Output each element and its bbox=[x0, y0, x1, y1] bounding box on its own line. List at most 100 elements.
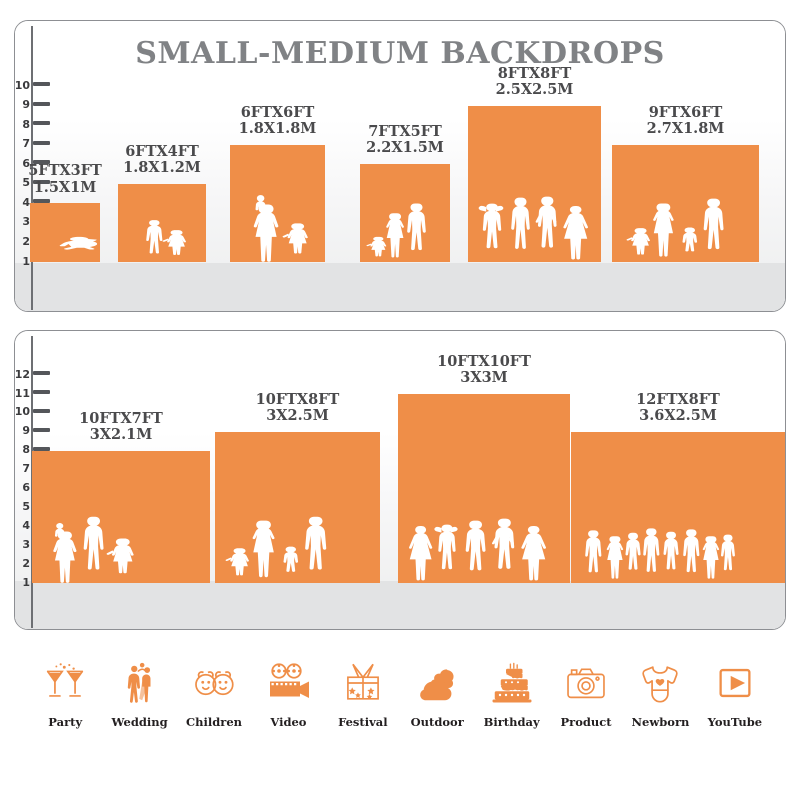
usage-item-wedding[interactable]: Wedding bbox=[102, 655, 176, 729]
usage-item-label: Newborn bbox=[631, 715, 690, 729]
y-tick-label: 8 bbox=[22, 443, 30, 457]
bar-label-10ftx7ft: 10FTX7FT 3X2.1M bbox=[2, 409, 240, 443]
y-tick-label: 9 bbox=[22, 98, 30, 112]
bar-label-imperial: 9FTX6FT bbox=[648, 103, 723, 121]
usage-item-label: Product bbox=[560, 715, 612, 729]
page-title: SMALL-MEDIUM BACKDROPS bbox=[135, 36, 665, 71]
usage-item-label: Birthday bbox=[483, 715, 540, 729]
bar-label-metric: 3X3M bbox=[460, 369, 508, 387]
bar-label-9ftx6ft: 9FTX6FT 2.7X1.8M bbox=[582, 103, 789, 137]
bar-label-metric: 1.8X1.8M bbox=[238, 119, 317, 137]
usage-item-label: Wedding bbox=[111, 715, 168, 729]
y-tick-label: 8 bbox=[22, 117, 30, 131]
people-silhouettes bbox=[32, 451, 210, 583]
people-silhouettes bbox=[468, 106, 601, 262]
people-silhouettes bbox=[398, 394, 570, 583]
usage-item-label: Video bbox=[270, 715, 307, 729]
people-silhouettes bbox=[360, 164, 450, 262]
usage-item-newborn[interactable]: Newborn bbox=[623, 655, 697, 729]
usage-item-video[interactable]: Video bbox=[251, 655, 325, 729]
bar-label-metric: 2.5X2.5M bbox=[495, 80, 574, 98]
y-tick-label: 11 bbox=[14, 386, 30, 400]
usage-item-party[interactable]: Party bbox=[28, 655, 102, 729]
camera-icon bbox=[558, 655, 614, 711]
play-button-icon bbox=[707, 655, 763, 711]
y-tick-mark bbox=[33, 121, 50, 126]
bar-label-metric: 3X2.1M bbox=[89, 425, 153, 443]
y-tick-label: 4 bbox=[22, 195, 30, 209]
y-tick-label: 7 bbox=[22, 462, 30, 476]
y-tick-mark bbox=[33, 140, 50, 145]
bar-7ftx5ft bbox=[360, 164, 450, 262]
y-tick-mark bbox=[33, 179, 50, 184]
y-tick-label: 6 bbox=[22, 481, 30, 494]
bar-label-imperial: 6FTX4FT bbox=[125, 142, 199, 160]
bar-10ftx8ft bbox=[215, 431, 380, 583]
y-tick-label: 6 bbox=[22, 156, 30, 170]
bar-label-metric: 2.7X1.8M bbox=[646, 119, 725, 137]
y-tick-mark bbox=[33, 427, 50, 432]
bar-6ftx6ft bbox=[230, 144, 325, 262]
wedding-couple-icon bbox=[112, 655, 168, 711]
usage-item-product[interactable]: Product bbox=[549, 655, 623, 729]
people-silhouettes bbox=[230, 145, 325, 262]
bar-label-8ftx8ft: 8FTX8FT 2.5X2.5M bbox=[438, 64, 631, 98]
usage-item-label: Festival bbox=[338, 715, 388, 729]
usage-item-label: YouTube bbox=[707, 715, 763, 729]
usage-item-outdoor[interactable]: Outdoor bbox=[400, 655, 474, 729]
bar-label-imperial: 7FTX5FT bbox=[368, 123, 442, 141]
y-tick-label: 1 bbox=[22, 575, 30, 589]
y-tick-mark bbox=[33, 82, 50, 87]
gift-box-icon bbox=[335, 655, 391, 711]
y-tick-label: 3 bbox=[22, 537, 30, 551]
y-tick-mark bbox=[33, 199, 50, 204]
bar-label-metric: 3X2.5M bbox=[266, 407, 329, 425]
usage-item-festival[interactable]: Festival bbox=[326, 655, 400, 729]
y-tick-label: 10 bbox=[14, 405, 30, 419]
bar-group-bottom: 10FTX7FT 3X2.1M 10FTX8FT 3X2.5M 10FTX10FT 3X3… bbox=[14, 330, 786, 630]
y-tick-label: 3 bbox=[22, 215, 30, 229]
y-tick-label: 2 bbox=[22, 234, 30, 248]
bar-label-imperial: 8FTX8FT bbox=[497, 64, 572, 82]
bar-label-metric: 2.2X1.5M bbox=[366, 139, 444, 157]
y-tick-label: 2 bbox=[22, 556, 30, 570]
y-tick-label: 10 bbox=[14, 78, 30, 92]
y-tick-mark bbox=[33, 390, 50, 394]
y-tick-mark bbox=[33, 160, 50, 165]
bar-label-6ftx4ft: 6FTX4FT 1.8X1.2M bbox=[88, 142, 236, 176]
usage-item-children[interactable]: Children bbox=[177, 655, 251, 729]
bar-5ftx3ft bbox=[30, 203, 100, 262]
y-tick-mark bbox=[33, 101, 50, 106]
y-tick-mark bbox=[33, 371, 50, 376]
two-kid-faces-icon bbox=[186, 655, 242, 711]
people-silhouettes bbox=[612, 145, 759, 262]
bar-label-imperial: 10FTX10FT bbox=[437, 353, 531, 370]
y-tick-label: 12 bbox=[14, 367, 30, 381]
cloud-icon bbox=[409, 655, 465, 711]
bar-8ftx8ft bbox=[468, 105, 601, 262]
baby-onesie-icon bbox=[632, 655, 688, 711]
people-silhouettes bbox=[118, 184, 206, 262]
bar-label-metric: 3.6X2.5M bbox=[639, 407, 717, 425]
bar-label-imperial: 10FTX8FT bbox=[255, 390, 340, 408]
y-tick-label: 9 bbox=[22, 424, 30, 438]
bar-10ftx7ft bbox=[32, 450, 210, 583]
usage-item-birthday[interactable]: Birthday bbox=[474, 655, 548, 729]
usage-icon-strip: Party Wedding Children Video Festival Outdoor… bbox=[14, 655, 786, 760]
people-silhouettes bbox=[30, 203, 100, 262]
bar-9ftx6ft bbox=[612, 144, 759, 262]
bar-6ftx4ft bbox=[118, 183, 206, 262]
usage-item-youtube[interactable]: YouTube bbox=[698, 655, 772, 729]
y-axis-top bbox=[31, 26, 33, 310]
bar-label-12ftx8ft: 12FTX8FT 3.6X2.5M bbox=[541, 391, 800, 425]
movie-camera-icon bbox=[260, 655, 316, 711]
bar-label-imperial: 10FTX7FT bbox=[79, 409, 163, 427]
bar-label-10ftx10ft: 10FTX10FT 3X3M bbox=[368, 353, 600, 387]
bar-label-7ftx5ft: 7FTX5FT 2.2X1.5M bbox=[330, 123, 480, 157]
people-silhouettes bbox=[215, 432, 380, 583]
y-tick-label: 7 bbox=[22, 137, 30, 151]
usage-item-label: Party bbox=[48, 715, 83, 729]
bar-12ftx8ft bbox=[571, 431, 785, 583]
bar-label-imperial: 5FTX3FT bbox=[28, 162, 102, 180]
champagne-toast-icon bbox=[37, 655, 93, 711]
